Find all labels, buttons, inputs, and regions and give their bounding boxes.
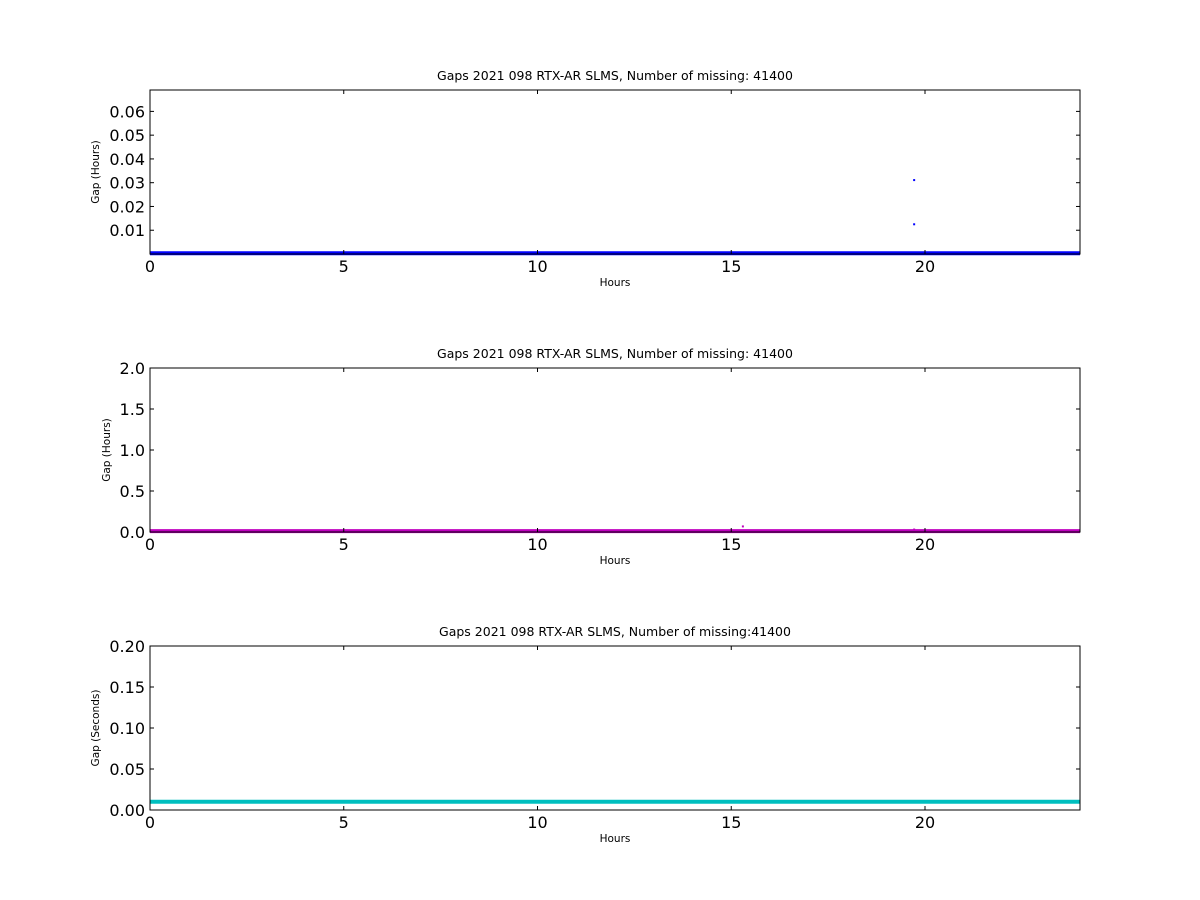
- x-tick-label: 10: [527, 535, 547, 554]
- x-tick-label: 15: [721, 257, 741, 276]
- subplot-3: Gaps 2021 098 RTX-AR SLMS, Number of mis…: [90, 624, 1081, 845]
- data-point: [741, 525, 744, 528]
- chart-title: Gaps 2021 098 RTX-AR SLMS, Number of mis…: [437, 346, 793, 361]
- x-tick-label: 20: [915, 813, 935, 832]
- y-axis-label: Gap (Hours): [90, 140, 102, 204]
- y-tick-label: 0.06: [109, 102, 145, 121]
- y-tick-label: 0.10: [109, 719, 145, 738]
- y-axis-label: Gap (Seconds): [90, 690, 102, 767]
- y-tick-label: 0.20: [109, 637, 145, 656]
- x-axis-label: Hours: [600, 277, 631, 289]
- y-tick-label: 0.5: [120, 482, 145, 501]
- x-tick-label: 20: [915, 535, 935, 554]
- chart-title: Gaps 2021 098 RTX-AR SLMS, Number of mis…: [439, 624, 791, 639]
- subplot-1: Gaps 2021 098 RTX-AR SLMS, Number of mis…: [90, 68, 1081, 289]
- x-tick-label: 5: [339, 535, 349, 554]
- x-tick-label: 5: [339, 257, 349, 276]
- y-tick-label: 0.0: [120, 523, 145, 542]
- chart-title: Gaps 2021 098 RTX-AR SLMS, Number of mis…: [437, 68, 793, 83]
- x-tick-label: 0: [145, 535, 155, 554]
- subplot-2: Gaps 2021 098 RTX-AR SLMS, Number of mis…: [101, 346, 1081, 567]
- x-tick-label: 5: [339, 813, 349, 832]
- data-point: [913, 179, 916, 182]
- y-tick-label: 0.03: [109, 174, 145, 193]
- x-tick-label: 0: [145, 813, 155, 832]
- y-tick-label: 0.00: [109, 801, 145, 820]
- y-tick-label: 1.5: [120, 400, 145, 419]
- x-tick-label: 15: [721, 813, 741, 832]
- y-axis-label: Gap (Hours): [101, 418, 113, 482]
- x-tick-label: 10: [527, 813, 547, 832]
- x-axis-label: Hours: [600, 833, 631, 845]
- x-axis-label: Hours: [600, 555, 631, 567]
- y-tick-label: 0.01: [109, 221, 145, 240]
- plot-frame: [149, 645, 1081, 811]
- y-tick-label: 0.04: [109, 150, 145, 169]
- y-tick-label: 0.02: [109, 197, 145, 216]
- y-tick-label: 2.0: [120, 359, 145, 378]
- y-tick-label: 0.15: [109, 678, 145, 697]
- plot-frame: [149, 89, 1081, 255]
- data-point: [913, 528, 916, 531]
- y-tick-label: 0.05: [109, 760, 145, 779]
- y-tick-label: 0.05: [109, 126, 145, 145]
- x-tick-label: 20: [915, 257, 935, 276]
- x-tick-label: 0: [145, 257, 155, 276]
- x-tick-label: 10: [527, 257, 547, 276]
- data-point: [913, 223, 916, 226]
- y-tick-label: 1.0: [120, 441, 145, 460]
- x-tick-label: 15: [721, 535, 741, 554]
- plot-frame: [149, 367, 1081, 533]
